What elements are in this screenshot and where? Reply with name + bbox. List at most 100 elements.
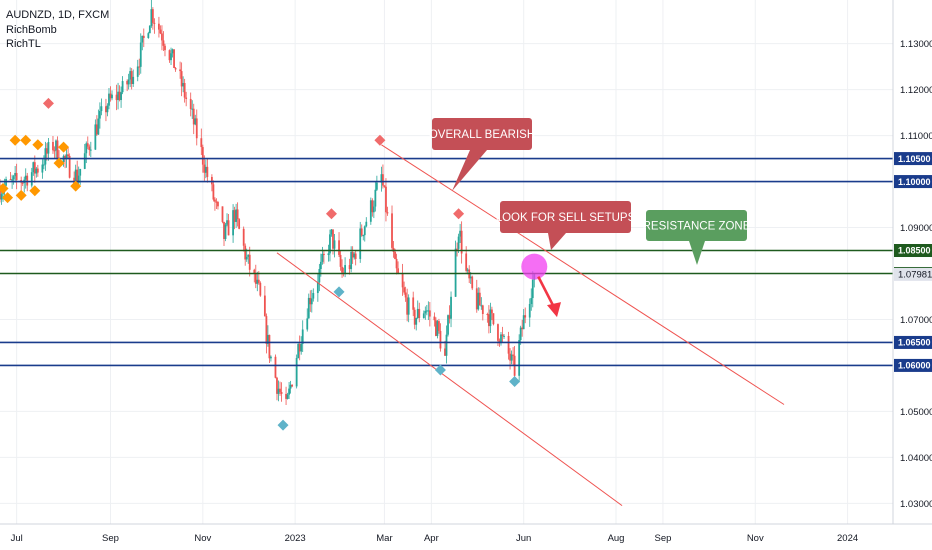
candle-body	[401, 273, 404, 288]
candle-body	[521, 327, 524, 330]
candle-body	[339, 254, 342, 267]
candle-body	[528, 304, 531, 318]
candle-body	[142, 35, 145, 38]
candle-body	[412, 297, 415, 310]
candle-body	[403, 287, 406, 293]
candle-body	[0, 194, 3, 200]
candle-body	[391, 213, 393, 248]
candle-body	[291, 384, 294, 387]
candle-body	[151, 9, 154, 23]
candle-body	[221, 206, 224, 222]
candle-body	[148, 25, 151, 34]
trendline-2[interactable]	[276, 252, 623, 507]
candle-body	[201, 147, 204, 165]
overall-bearish-box[interactable]	[432, 118, 532, 150]
horizontal-levels[interactable]	[0, 157, 893, 367]
time-tick-label: Apr	[424, 533, 439, 544]
candle-body	[121, 81, 124, 93]
level-tag-text: 1.08500	[898, 246, 931, 256]
candle-body	[136, 66, 139, 77]
level-tag-text: 1.06000	[898, 361, 931, 371]
candle-body	[217, 202, 219, 207]
indicator-richtl[interactable]: RichTL	[6, 38, 41, 50]
candle-body	[466, 269, 469, 271]
annotations[interactable]: OVERALL BEARISH LOOK FOR SELL SETUPS RESIS…	[429, 118, 751, 318]
chart-legend: AUDNZD, 1D, FXCM RichBomb RichTL	[6, 8, 109, 52]
candle-body	[76, 169, 79, 183]
teal-diamond-marker	[333, 286, 345, 298]
indicator-richbomb[interactable]: RichBomb	[6, 23, 57, 36]
candle-body	[469, 276, 472, 279]
candle-body	[316, 282, 319, 294]
last-price-tag[interactable]	[894, 267, 932, 281]
candle-body	[33, 162, 36, 174]
candle-body	[83, 153, 86, 169]
candle-body	[418, 308, 421, 318]
candle-body	[41, 164, 44, 173]
candle-body	[362, 235, 365, 237]
candle-body	[351, 252, 354, 258]
candle-body	[460, 230, 463, 254]
level-tag-1.10500[interactable]	[894, 152, 932, 166]
candle-body	[383, 185, 386, 187]
candle-body	[94, 124, 97, 150]
candle-body	[30, 172, 33, 186]
candle-body	[519, 327, 522, 341]
candle-body	[194, 118, 197, 125]
candle-body	[267, 334, 269, 344]
candle-body	[182, 82, 185, 87]
candle-body	[380, 174, 383, 183]
candle-body	[127, 79, 130, 85]
candle-body	[333, 240, 336, 249]
price-tick-label: 1.05000	[900, 407, 932, 418]
overall-bearish-callout[interactable]: OVERALL BEARISH	[429, 118, 535, 191]
candle-body	[310, 298, 313, 305]
candle-body	[397, 268, 399, 274]
candle-body	[52, 141, 54, 151]
candles	[0, 0, 536, 405]
level-tag-1.08500[interactable]	[894, 244, 932, 258]
candle-body	[263, 295, 266, 317]
orange-diamond-marker	[29, 185, 41, 197]
candle-body	[174, 67, 177, 70]
time-tick-label: 2023	[285, 533, 306, 544]
candle-body	[369, 200, 372, 222]
look-for-sell-box[interactable]	[500, 201, 631, 233]
candle-body	[382, 174, 384, 186]
candle-body	[413, 309, 416, 325]
candle-body	[179, 69, 182, 72]
candle-body	[319, 261, 322, 269]
overall-bearish-text: OVERALL BEARISH	[429, 129, 535, 141]
level-tag-1.06000[interactable]	[894, 358, 932, 372]
signal-markers	[0, 97, 521, 431]
symbol-title[interactable]: AUDNZD, 1D, FXCM	[6, 9, 110, 21]
candle-body	[0, 188, 1, 200]
candle-body	[42, 164, 45, 166]
level-tag-1.10000[interactable]	[894, 175, 932, 189]
resistance-zone-box[interactable]	[646, 210, 747, 241]
look-for-sell-callout[interactable]: LOOK FOR SELL SETUPS	[496, 201, 636, 250]
candle-body	[471, 276, 474, 289]
resistance-zone-callout[interactable]: RESISTANCE ZONE	[643, 210, 751, 265]
candle-body	[236, 209, 239, 220]
candle-body	[297, 343, 300, 359]
candle-body	[105, 106, 107, 113]
candle-body	[98, 111, 101, 119]
trendlines[interactable]	[276, 144, 785, 507]
candle-body	[329, 234, 331, 254]
price-tick-label: 1.03000	[900, 499, 932, 510]
candle-body	[509, 353, 511, 361]
candle-body	[279, 388, 281, 392]
resistance-zone-text: RESISTANCE ZONE	[643, 221, 751, 233]
trendline-1[interactable]	[381, 144, 785, 405]
candle-body	[204, 166, 207, 173]
candle-body	[363, 226, 366, 236]
level-tag-1.06500[interactable]	[894, 335, 932, 349]
candle-body	[108, 93, 110, 106]
candle-body	[185, 97, 188, 99]
candle-body	[147, 33, 150, 38]
candle-body	[189, 98, 192, 109]
candle-body	[375, 182, 378, 190]
